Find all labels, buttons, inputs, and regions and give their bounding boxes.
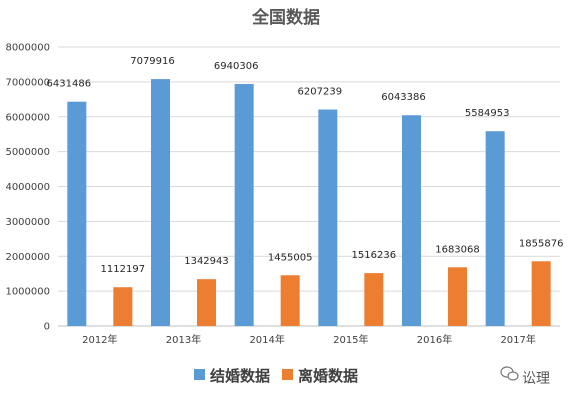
bar-marriage xyxy=(318,109,338,326)
x-tick-label: 2016年 xyxy=(417,333,452,346)
bar-marriage xyxy=(485,131,505,326)
y-tick-label: 8000000 xyxy=(5,43,50,54)
legend-swatch xyxy=(282,369,293,380)
data-label: 6043386 xyxy=(381,92,426,103)
data-label: 5584953 xyxy=(465,108,510,119)
bar-marriage xyxy=(402,115,421,327)
bar-marriage xyxy=(67,101,87,326)
y-tick-label: 5000000 xyxy=(5,147,50,158)
data-label: 6940306 xyxy=(214,61,259,72)
bar-divorce xyxy=(448,267,467,326)
legend-swatch xyxy=(194,369,205,380)
bar-divorce xyxy=(113,287,133,326)
watermark: 讼理 xyxy=(500,366,550,387)
wechat-icon xyxy=(500,366,519,381)
data-labels: 6431486 1112197 7079916 1342943 6940306 14550… xyxy=(47,56,564,275)
data-label: 1455005 xyxy=(268,252,313,263)
x-tick-label: 2013年 xyxy=(166,333,201,346)
data-label: 1342943 xyxy=(184,256,229,267)
bar-divorce xyxy=(364,273,384,326)
x-tick-label: 2015年 xyxy=(333,333,368,346)
chart-title: 全国数据 xyxy=(251,7,320,28)
bar-divorce xyxy=(197,279,216,326)
y-tick-label: 4000000 xyxy=(5,182,50,193)
legend-label: 离婚数据 xyxy=(298,367,358,385)
data-label: 1516236 xyxy=(352,250,397,261)
bar-marriage xyxy=(234,83,254,327)
y-tick-label: 1000000 xyxy=(5,287,50,298)
bar-divorce xyxy=(531,261,551,326)
data-label: 7079916 xyxy=(130,56,175,67)
y-axis: 0 1000000 2000000 3000000 4000000 5000000 6000… xyxy=(5,43,50,333)
y-tick-label: 0 xyxy=(44,322,50,333)
data-label: 1112197 xyxy=(101,264,146,275)
y-tick-label: 3000000 xyxy=(5,217,50,228)
x-axis: 2012年 2013年 2014年 2015年 2016年 2017年 xyxy=(58,325,560,346)
data-label: 6431486 xyxy=(47,79,92,90)
data-label: 6207239 xyxy=(298,87,343,98)
y-tick-label: 2000000 xyxy=(5,252,50,263)
bar-marriage xyxy=(151,79,170,327)
watermark-text: 讼理 xyxy=(522,371,550,387)
legend: 结婚数据 离婚数据 xyxy=(194,367,358,385)
data-label: 1683068 xyxy=(435,244,480,255)
x-tick-label: 2012年 xyxy=(82,333,117,346)
data-label: 1855876 xyxy=(519,238,564,249)
legend-label: 结婚数据 xyxy=(210,367,270,385)
x-tick-label: 2014年 xyxy=(249,333,284,346)
bars xyxy=(67,79,551,327)
y-tick-label: 7000000 xyxy=(5,77,50,88)
bar-divorce xyxy=(280,275,300,326)
x-tick-label: 2017年 xyxy=(500,333,535,346)
gridlines xyxy=(58,46,560,292)
y-tick-label: 6000000 xyxy=(5,112,50,123)
